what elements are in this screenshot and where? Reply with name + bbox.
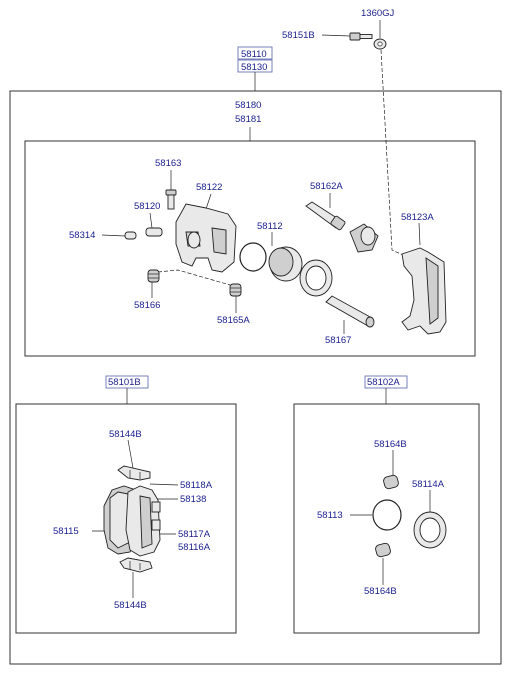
label-58162a: 58162A	[310, 181, 343, 192]
label-58115: 58115	[53, 526, 79, 537]
label-58122: 58122	[196, 182, 222, 193]
label-58166: 58166	[134, 300, 160, 311]
label-58144b-bottom: 58144B	[114, 600, 147, 611]
guide-pin-58167	[325, 295, 375, 328]
label-58167: 58167	[325, 335, 351, 346]
label-58165a: 58165A	[217, 315, 250, 326]
label-1360gj: 1360GJ	[361, 8, 395, 19]
caliper-bracket-58123a	[401, 247, 447, 335]
boot-58164b-bottom	[375, 542, 391, 558]
label-58116a: 58116A	[178, 542, 211, 553]
guide-pin-58162a	[305, 201, 346, 231]
dust-boot-58112	[299, 259, 333, 297]
leader-58120	[149, 212, 153, 229]
tag-box-58110	[237, 46, 273, 60]
pad-clip-58144b-top	[117, 465, 151, 481]
bolt-58151b	[349, 32, 373, 41]
label-58130: 58130	[241, 62, 267, 73]
leader-58314	[101, 234, 126, 237]
label-58120: 58120	[134, 201, 160, 212]
label-58181: 58181	[235, 114, 261, 125]
label-58164b-bottom: 58164B	[364, 586, 397, 597]
caliper-housing-58122	[175, 203, 237, 273]
brake-pad-outer-58116a	[125, 485, 161, 557]
piston-58112	[268, 246, 303, 282]
label-58151b: 58151B	[282, 30, 315, 41]
spring-dashed-line	[157, 269, 231, 286]
label-58138: 58138	[180, 494, 206, 505]
leader-58118a	[149, 483, 179, 486]
leader-58144b-top	[127, 439, 134, 469]
label-58110: 58110	[241, 49, 267, 60]
cap-58120	[145, 227, 163, 237]
label-58112: 58112	[257, 221, 283, 232]
assembly-dashed-line	[380, 49, 406, 257]
leader-58123a	[418, 222, 421, 246]
seal-58113	[372, 499, 402, 531]
pad-clip-58144b-bottom	[119, 557, 153, 573]
label-58163: 58163	[155, 158, 181, 169]
label-58102a: 58102A	[367, 377, 400, 388]
spring-58165a	[229, 283, 242, 297]
label-58314: 58314	[69, 230, 95, 241]
label-58101b: 58101B	[108, 377, 141, 388]
piston-seal-58112	[239, 242, 267, 272]
label-58117a: 58117A	[178, 529, 211, 540]
outer-frame	[9, 90, 502, 665]
dust-boot-58114a	[413, 511, 447, 549]
label-58123a: 58123A	[401, 212, 434, 223]
leader-58151b	[321, 34, 351, 37]
label-58113: 58113	[317, 510, 343, 521]
label-58144b-top: 58144B	[109, 429, 142, 440]
seal-kit-frame	[293, 403, 480, 634]
label-58114a: 58114A	[412, 479, 445, 490]
pad-kit-frame	[15, 403, 237, 634]
label-58118a: 58118A	[180, 480, 213, 491]
bleeder-screw-58163	[165, 189, 177, 210]
pin-boot-58162a	[349, 223, 379, 253]
plug-58314	[124, 231, 137, 240]
washer-1360gj	[373, 38, 387, 50]
spring-58166	[147, 269, 160, 283]
boot-58164b-top	[383, 474, 399, 490]
label-58164b-top: 58164B	[374, 439, 407, 450]
label-58180: 58180	[235, 100, 261, 111]
